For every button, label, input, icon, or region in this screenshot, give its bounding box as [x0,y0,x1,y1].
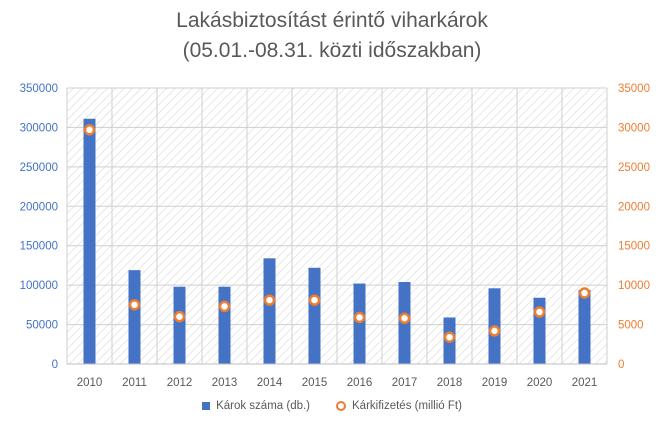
point-2017 [398,312,411,325]
y-right-tick-label: 10000 [618,280,650,292]
x-tick-label: 2021 [572,377,598,389]
chart-legend: Károk száma (db.) Kárkifizetés (millió F… [0,400,664,412]
point-2011 [128,299,141,311]
chart-subtitle: (05.01.-08.31. közti időszakban) [182,39,482,62]
x-tick-label: 2015 [302,377,328,389]
point-2021 [578,287,591,299]
point-2015 [308,294,321,306]
x-tick-label: 2020 [527,377,553,389]
y-left-tick-label: 200000 [20,201,58,213]
y-right-tick-label: 0 [618,359,624,371]
y-right-tick-label: 15000 [618,241,650,253]
x-tick-label: 2019 [482,377,508,389]
bar-2014 [263,258,276,364]
x-tick-label: 2016 [347,377,373,389]
x-tick-label: 2013 [212,377,238,389]
y-right-tick-label: 5000 [618,320,644,332]
y-left-tick-label: 300000 [20,122,58,134]
legend-item-dots: Kárkifizetés (millió Ft) [336,400,462,412]
x-tick-label: 2018 [437,377,463,389]
legend-item-bars: Károk száma (db.) [202,400,310,412]
bar-2016 [353,283,366,364]
point-2016 [353,311,366,324]
bar-2010 [83,118,96,364]
point-2013 [218,300,231,313]
y-left-tick-label: 150000 [20,241,58,253]
y-right-tick-label: 35000 [618,83,650,95]
legend-bar-swatch [202,402,211,410]
y-left-tick-label: 350000 [20,83,58,95]
bar-2021 [578,289,591,364]
point-2014 [263,294,276,306]
y-left-tick-label: 50000 [26,320,58,332]
bar-2013 [218,286,231,364]
x-tick-label: 2017 [392,377,418,389]
point-2019 [488,325,501,337]
legend-dot-swatch [336,401,347,411]
y-right-tick-label: 25000 [618,162,650,174]
y-left-tick-label: 0 [52,359,58,371]
x-tick-label: 2010 [77,377,103,389]
bar-2011 [128,270,141,364]
y-left-tick-label: 100000 [20,280,58,292]
x-tick-label: 2014 [257,377,283,389]
point-2020 [533,306,546,318]
chart-title: Lakásbiztosítást érintő viharkárok [176,9,488,32]
y-right-tick-label: 20000 [618,201,650,213]
x-tick-label: 2012 [167,377,193,389]
bar-2015 [308,267,321,364]
y-left-tick-label: 250000 [20,162,58,174]
point-2010 [83,124,96,136]
point-2018 [443,331,456,343]
legend-label-bars: Károk száma (db.) [216,400,311,412]
legend-label-dots: Kárkifizetés (millió Ft) [352,400,462,412]
bar-2012 [173,286,186,364]
y-right-tick-label: 30000 [618,122,650,134]
point-2012 [173,310,186,323]
x-tick-label: 2011 [122,377,147,389]
